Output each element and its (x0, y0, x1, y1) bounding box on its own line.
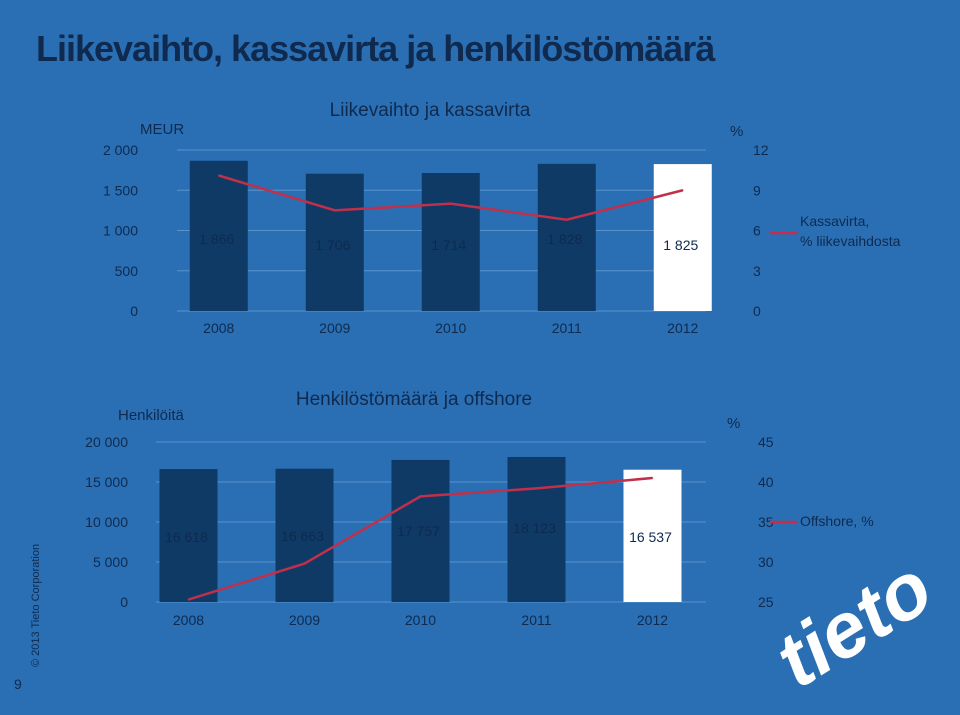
line-point (333, 209, 336, 212)
data-label: 1 714 (431, 237, 466, 253)
y2-tick-label: 3 (753, 263, 761, 279)
y2-axis-label: % (730, 123, 743, 140)
line-point (681, 189, 684, 192)
bar-2011 (537, 163, 596, 311)
data-label: 16 537 (629, 529, 672, 545)
line-point (449, 202, 452, 205)
x-tick-label: 2010 (405, 612, 436, 628)
data-label: 16 663 (281, 528, 324, 544)
y2-axis-label: % (727, 415, 740, 432)
bar-2008 (159, 469, 218, 602)
y2-tick-label: 45 (758, 434, 774, 450)
logo-wordmark: tieto (760, 543, 946, 705)
data-label: 17 757 (397, 523, 440, 539)
y-tick-label: 20 000 (85, 434, 128, 450)
line-point (565, 218, 568, 221)
x-tick-label: 2009 (319, 320, 350, 336)
bar-2012 (623, 469, 682, 602)
x-tick-label: 2011 (552, 320, 582, 336)
bar-2010 (391, 459, 450, 602)
x-tick-label: 2012 (667, 320, 698, 336)
y2-tick-label: 9 (753, 182, 761, 198)
page-title: Liikevaihto, kassavirta ja henkilöstömää… (36, 28, 715, 69)
chart-title: Liikevaihto ja kassavirta (330, 100, 531, 121)
data-label: 1 825 (663, 237, 698, 253)
line-point (303, 562, 306, 565)
y-tick-label: 0 (130, 303, 138, 319)
data-label: 1 866 (199, 231, 234, 247)
y2-tick-label: 30 (758, 554, 774, 570)
x-tick-label: 2011 (521, 612, 551, 628)
data-label: 1 828 (547, 231, 582, 247)
x-tick-label: 2012 (637, 612, 668, 628)
y2-tick-label: 40 (758, 474, 774, 490)
y-axis-label: MEUR (140, 121, 184, 138)
page-number: 9 (14, 676, 22, 692)
bar-2012 (653, 164, 712, 311)
copyright-text: © 2013 Tieto Corporation (30, 543, 42, 667)
data-label: 1 706 (315, 237, 350, 253)
data-label: 16 618 (165, 529, 208, 545)
legend-label: Kassavirta, (800, 213, 869, 229)
y-tick-label: 1 500 (103, 182, 138, 198)
line-point (535, 487, 538, 490)
bar-2008 (189, 160, 248, 311)
chart-2: Henkilöstömäärä ja offshore Henkilöitä % 0 5… (85, 389, 874, 628)
y-axis-label: Henkilöitä (118, 407, 185, 424)
line-point (651, 477, 654, 479)
bar-2011 (507, 457, 566, 602)
chart-title: Henkilöstömäärä ja offshore (296, 389, 532, 410)
x-tick-label: 2010 (435, 320, 466, 336)
x-tick-label: 2009 (289, 612, 320, 628)
bar-2009 (305, 173, 364, 311)
y2-tick-label: 35 (758, 514, 774, 530)
legend-label: % liikevaihdosta (800, 233, 901, 249)
chart-1: Liikevaihto ja kassavirta MEUR % 0 500 1 000 1… (103, 100, 901, 336)
legend-label: Offshore, % (800, 513, 874, 529)
tieto-logo: tieto (760, 543, 946, 705)
line-point (419, 495, 422, 498)
y-tick-label: 5 000 (93, 554, 128, 570)
y2-tick-label: 12 (753, 142, 769, 158)
y2-tick-label: 25 (758, 594, 774, 610)
y2-tick-label: 6 (753, 223, 761, 239)
bar-2010 (421, 173, 480, 311)
y-tick-label: 1 000 (103, 223, 138, 239)
y-tick-label: 0 (120, 594, 128, 610)
y-tick-label: 2 000 (103, 142, 138, 158)
y-tick-label: 15 000 (85, 474, 128, 490)
y2-tick-label: 0 (753, 303, 761, 319)
x-tick-label: 2008 (203, 320, 234, 336)
y-tick-label: 10 000 (85, 514, 128, 530)
bar-2009 (275, 468, 334, 602)
data-label: 18 123 (513, 520, 556, 536)
y-tick-label: 500 (115, 263, 139, 279)
line-point (187, 598, 190, 601)
x-tick-label: 2008 (173, 612, 204, 628)
line-point (217, 174, 220, 177)
